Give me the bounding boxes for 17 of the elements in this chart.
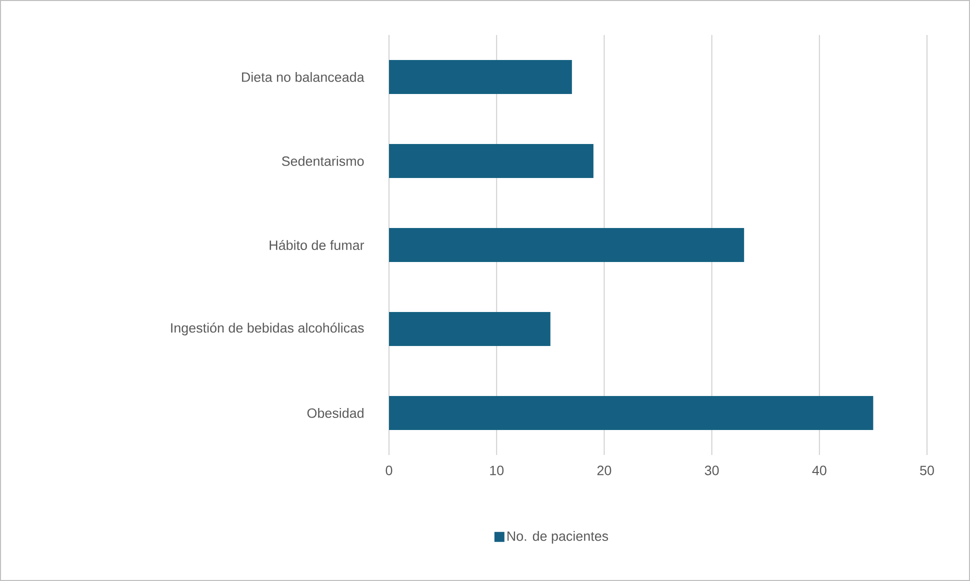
bar xyxy=(389,396,874,430)
y-tick-label: Dieta no balanceada xyxy=(242,72,364,82)
bar xyxy=(389,144,594,178)
y-tick-label: Hábito de fumar xyxy=(270,240,364,250)
bar xyxy=(389,228,744,262)
x-tick-label: 10 xyxy=(490,466,504,476)
y-tick-label: Obesidad xyxy=(307,408,364,418)
legend-label: No. de pacientes xyxy=(508,531,608,544)
bar xyxy=(389,312,550,346)
x-tick-label: 0 xyxy=(386,466,392,476)
x-tick-label: 30 xyxy=(704,466,719,476)
x-tick-label: 50 xyxy=(920,466,934,476)
y-tick-label: Sedentarismo xyxy=(282,156,364,166)
bar xyxy=(389,60,572,94)
x-tick-label: 40 xyxy=(812,466,826,476)
x-tick-label: 20 xyxy=(597,466,612,476)
y-tick-label: Ingestión de bebidas alcohólicas xyxy=(171,322,364,336)
